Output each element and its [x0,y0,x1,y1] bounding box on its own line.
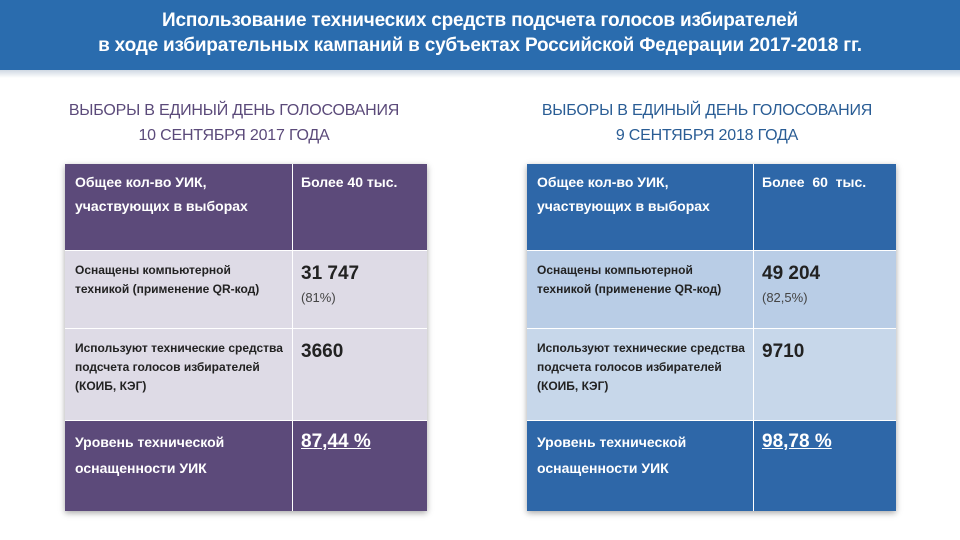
equipment-level-label: Уровень технической оснащенности УИК [537,434,687,476]
row-label-cell: Общее кол-во УИК, участвующих в выборах [527,164,754,250]
slide-title-line-2: в ходе избирательных кампаний в субъекта… [98,35,862,56]
row-value-cell: Более 60 тыс. [754,164,896,250]
row-label-cell: Уровень технической оснащенности УИК [65,421,293,511]
table-row: Оснащены компьютерной техникой (применен… [527,251,896,328]
computer-equipped-percent: (82,5%) [762,290,808,305]
row-label-cell: Оснащены компьютерной техникой (применен… [527,251,754,328]
slide-title-line-1: Использование технических средств подсче… [162,10,798,31]
row-value-cell: 49 204 (82,5%) [754,251,896,328]
left-column-title: ВЫБОРЫ В ЕДИНЫЙ ДЕНЬ ГОЛОСОВАНИЯ 10 СЕНТ… [34,98,434,148]
equipment-level-value: 98,78 % [762,431,832,452]
right-title-line-1: ВЫБОРЫ В ЕДИНЫЙ ДЕНЬ ГОЛОСОВАНИЯ [541,102,873,119]
table-row: Общее кол-во УИК, участвующих в выборах … [65,164,427,250]
total-uik-label: Общее кол-во УИК, участвующих в выборах [75,174,248,214]
koib-keg-value: 9710 [762,341,805,362]
row-value-cell: 98,78 % [754,421,896,511]
row-value-cell: 9710 [754,329,896,420]
table-row: Используют технические средства подсчета… [527,329,896,420]
row-value-cell: Более 40 тыс. [293,164,427,250]
row-label-cell: Уровень технической оснащенности УИК [527,421,754,511]
computer-equipped-percent: (81%) [301,290,336,305]
computer-equipped-value: 31 747 [301,263,360,284]
table-row: Оснащены компьютерной техникой (применен… [65,251,427,328]
equipment-level-label: Уровень технической оснащенности УИК [75,434,225,476]
table-row: Общее кол-во УИК, участвующих в выборах … [527,164,896,250]
koib-keg-value: 3660 [301,341,344,362]
row-label-cell: Используют технические средства подсчета… [65,329,293,420]
table-row: Уровень технической оснащенности УИК 87,… [65,421,427,511]
row-label-cell: Используют технические средства подсчета… [527,329,754,420]
right-title-line-2: 9 СЕНТЯБРЯ 2018 ГОДА [615,127,799,144]
left-title-line-2: 10 СЕНТЯБРЯ 2017 ГОДА [138,127,330,144]
header-divider [0,70,960,78]
row-value-cell: 3660 [293,329,427,420]
row-value-cell: 31 747 (81%) [293,251,427,328]
right-column-title: ВЫБОРЫ В ЕДИНЫЙ ДЕНЬ ГОЛОСОВАНИЯ 9 СЕНТЯ… [507,98,907,148]
total-uik-label: Общее кол-во УИК, участвующих в выборах [537,174,710,214]
left-title-line-1: ВЫБОРЫ В ЕДИНЫЙ ДЕНЬ ГОЛОСОВАНИЯ [68,102,400,119]
slide-header: Использование технических средств подсче… [0,0,960,70]
right-stats-table: Общее кол-во УИК, участвующих в выборах … [527,164,896,511]
left-stats-table: Общее кол-во УИК, участвующих в выборах … [65,164,427,511]
total-uik-value: Более 60 тыс. [762,174,867,190]
computer-equipped-label: Оснащены компьютерной техникой (применен… [75,263,260,296]
row-label-cell: Общее кол-во УИК, участвующих в выборах [65,164,293,250]
row-value-cell: 87,44 % [293,421,427,511]
equipment-level-value: 87,44 % [301,431,371,452]
computer-equipped-value: 49 204 [762,263,821,284]
koib-keg-label: Используют технические средства подсчета… [75,341,283,393]
table-row: Используют технические средства подсчета… [65,329,427,420]
row-label-cell: Оснащены компьютерной техникой (применен… [65,251,293,328]
koib-keg-label: Используют технические средства подсчета… [537,341,745,393]
table-row: Уровень технической оснащенности УИК 98,… [527,421,896,511]
computer-equipped-label: Оснащены компьютерной техникой (применен… [537,263,722,296]
total-uik-value: Более 40 тыс. [301,174,398,190]
